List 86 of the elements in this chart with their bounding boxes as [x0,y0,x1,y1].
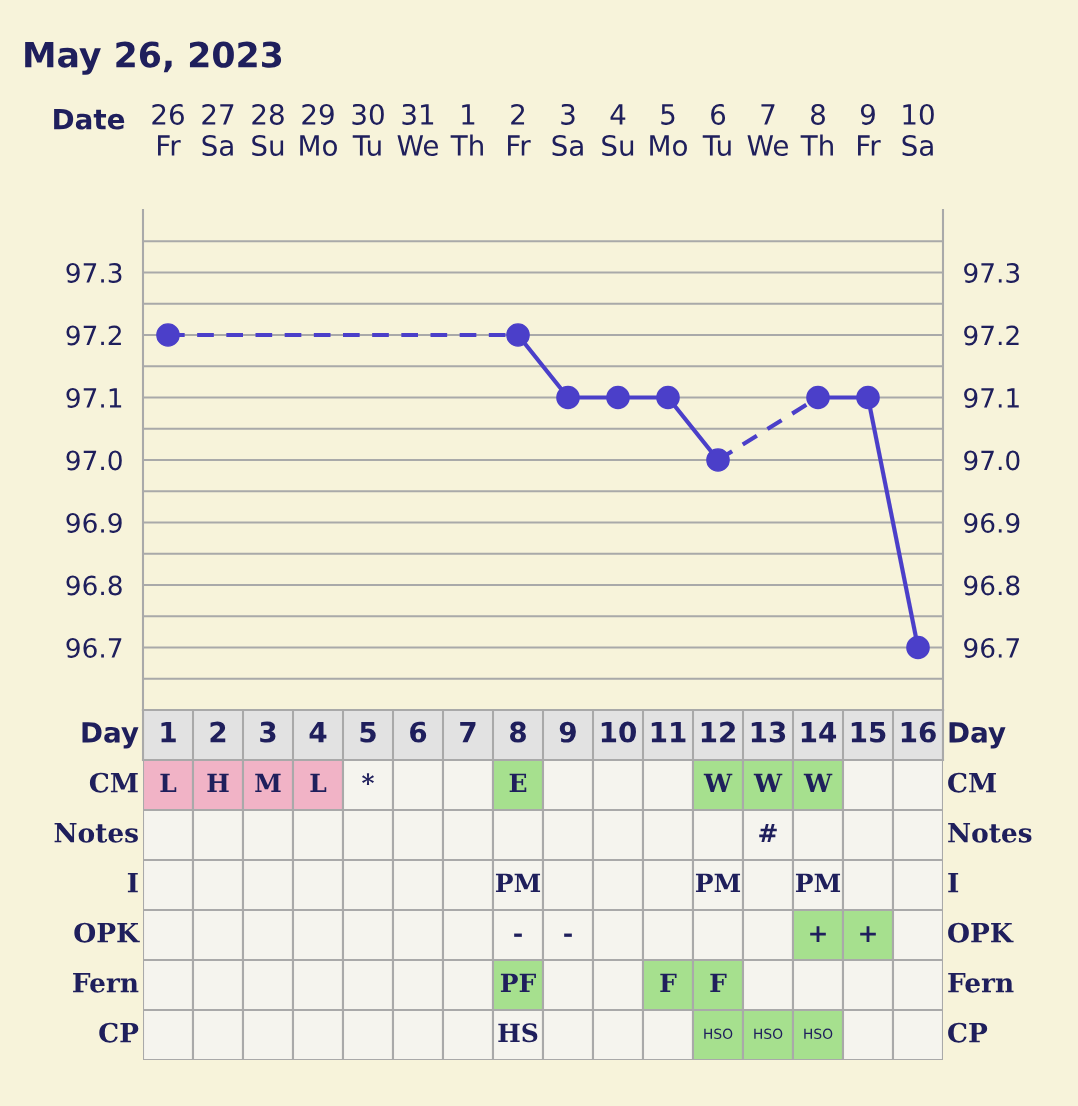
text: * [362,773,374,785]
y2-tick-label: CM [948,772,996,793]
x-tick-label: 4 Su [602,104,634,157]
y2-tick-label: 97.1 [964,387,1019,408]
y-tick-label: OPK [74,922,140,943]
y-tick-label: Fern [73,973,139,993]
text: HSO [804,1028,833,1040]
y-tick-label: Notes [54,823,138,843]
y2-tick-label: 96.9 [964,512,1020,533]
x-tick-label: 11 [651,721,686,743]
chart-title: May 26, 2023 [25,41,282,75]
x-tick-label: 10 Sa [902,103,934,157]
text: F [710,973,727,992]
text: HSO [704,1028,733,1040]
y2-tick-label: Fern [948,973,1014,993]
text: W [803,773,833,792]
text: - [564,933,572,937]
y-tick-label: 97.1 [66,387,122,408]
x-tick-label: 13 [751,721,786,743]
text: M [255,773,281,792]
x-axis-title: Day [82,722,139,749]
text: + [810,926,826,942]
x-tick-label: 16 [901,721,936,743]
x-tick-label: 2 [210,721,226,743]
x-tick-label: 8 [510,721,526,743]
y-tick-label: 96.8 [66,575,122,596]
y-tick-label: 96.7 [66,637,122,658]
text: F [660,973,677,992]
text: H [207,773,229,792]
y-tick-label: 97.3 [66,262,122,283]
y-tick-label: I [127,873,138,893]
text: + [860,926,876,942]
x-tick-label: 9 [559,721,576,743]
x-tick-label: 8 Th [800,103,833,156]
x-tick-label: 6 [410,721,427,743]
text: PF [500,973,536,992]
x-tick-label: 1 [161,721,176,743]
y2-tick-label: 96.8 [964,575,1020,596]
x-tick-label: 7 [460,721,476,743]
y2-tick-label: OPK [948,922,1014,943]
text: PM [495,873,541,892]
y-tick-label: 97.2 [66,325,121,346]
x-tick-label: 26 Fr [152,103,184,156]
x-tick-label: 14 [801,721,837,743]
text: PM [795,873,841,892]
x-tick-label: 6 Tu [702,103,731,157]
text: HSO [754,1028,783,1040]
text: PM [695,873,741,892]
y2-tick-label: 97.3 [964,262,1020,283]
y-tick-label: CP [99,1022,139,1043]
x-tick-label: 27 Sa [202,103,234,157]
x-tick-label: 3 Sa [552,103,583,157]
y2-tick-label: 96.7 [964,637,1019,658]
x-tick-label: 12 [701,721,735,743]
y2-tick-label: 97.0 [964,450,1020,471]
x-tick-label: 10 [601,721,636,743]
y-tick-label: CM [89,772,138,793]
x-tick-label: 29 Mo [300,103,337,157]
x-tick-label: 7 We [747,104,788,157]
x-tick-label: 2 Fr [508,103,531,156]
x-tick-label: 28 Su [252,103,284,157]
x-axis-title: Date [54,108,125,130]
x-tick-label: 3 [260,721,276,743]
x-tick-label: 15 [851,721,886,743]
y-tick-label: 97.0 [66,450,122,471]
text: E [509,773,527,792]
x-tick-label: 4 [309,721,327,743]
x-tick-label: 30 Tu [352,103,384,157]
y2-tick-label: CP [948,1022,988,1043]
x-tick-label: 5 [360,721,376,743]
x-tick-label: 5 Mo [650,104,687,157]
text: W [753,773,783,792]
text: L [310,773,327,792]
y2-tick-label: Notes [948,823,1032,843]
text: - [514,933,522,937]
text: Day [949,722,1006,749]
text: # [759,823,777,842]
text: HS [498,1023,538,1043]
text: W [703,773,733,792]
x-tick-label: 31 We [397,103,438,157]
x-tick-label: 1 Th [450,104,483,156]
text: L [160,773,177,792]
x-tick-label: 9 Fr [858,103,881,156]
y2-tick-label: 97.2 [964,325,1019,346]
y2-tick-label: I [948,873,959,893]
y-tick-label: 96.9 [66,512,122,533]
